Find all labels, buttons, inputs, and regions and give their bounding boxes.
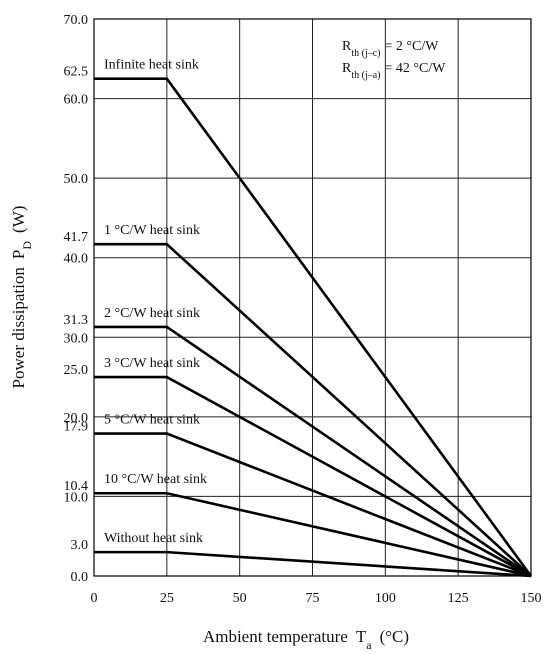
series-line (94, 242, 532, 577)
y-tick-label: 70.0 (64, 13, 89, 28)
plot-frame (93, 18, 532, 577)
y-tick-label: 40.0 (64, 252, 89, 267)
annotation-symbol: R (342, 61, 352, 76)
y-tick-label: 60.0 (64, 93, 89, 108)
series-line (94, 77, 533, 577)
annotation-subscript: th (j–a) (351, 70, 380, 81)
y-axis-label: Power dissipation PD (W) (9, 206, 34, 389)
y-tick-label: 30.0 (64, 331, 89, 346)
x-label-unit: (°C) (380, 627, 409, 646)
series-line (94, 491, 532, 578)
y-tick-label: 10.0 (64, 490, 89, 505)
y-label-subscript: D (20, 241, 34, 250)
x-tick-label: 150 (521, 591, 542, 606)
x-tick-label: 125 (448, 591, 469, 606)
series-line (94, 432, 532, 578)
series-line (94, 325, 532, 578)
series-label: Without heat sink (104, 531, 203, 546)
y-tick-label: 0.0 (71, 570, 89, 585)
x-tick-label: 50 (233, 591, 247, 606)
annotation: Rth (j–c) = 2 °C/W (342, 39, 439, 59)
y-label-unit: (W) (9, 206, 28, 233)
x-label-symbol: T (356, 627, 367, 646)
x-tick-label: 75 (306, 591, 320, 606)
annotation-subscript: th (j–c) (351, 48, 380, 59)
value-label: 62.5 (64, 65, 89, 80)
series-label: 3 °C/W heat sink (104, 356, 200, 371)
annotation-text: = 2 °C/W (385, 39, 440, 54)
y-tick-label: 20.0 (64, 411, 89, 426)
value-label: 41.7 (64, 230, 89, 245)
value-label: 17.9 (64, 420, 89, 435)
annotation-symbol: R (342, 39, 352, 54)
x-tick-label: 0 (91, 591, 98, 606)
value-label: 3.0 (71, 538, 89, 553)
series-label: 5 °C/W heat sink (104, 413, 200, 428)
series-line (94, 375, 532, 578)
series-line (94, 550, 532, 578)
value-label: 31.3 (64, 313, 89, 328)
x-axis-label: Ambient temperature Ta (°C) (203, 627, 409, 652)
x-tick-label: 100 (375, 591, 396, 606)
series-label: 1 °C/W heat sink (104, 223, 200, 238)
value-label: 10.4 (64, 479, 89, 494)
series-label: 10 °C/W heat sink (104, 472, 207, 487)
y-tick-label: 50.0 (64, 172, 89, 187)
series-label: 2 °C/W heat sink (104, 306, 200, 321)
x-label-text: Ambient temperature (203, 627, 348, 646)
x-tick-label: 25 (160, 591, 174, 606)
series-label: Infinite heat sink (104, 58, 199, 73)
annotation-text: = 42 °C/W (385, 61, 447, 76)
y-label-symbol: P (9, 250, 28, 259)
value-label: 25.0 (64, 363, 89, 378)
y-label-text: Power dissipation (9, 267, 28, 389)
x-label-subscript: a (366, 638, 372, 652)
annotation: Rth (j–a) = 42 °C/W (342, 61, 446, 81)
